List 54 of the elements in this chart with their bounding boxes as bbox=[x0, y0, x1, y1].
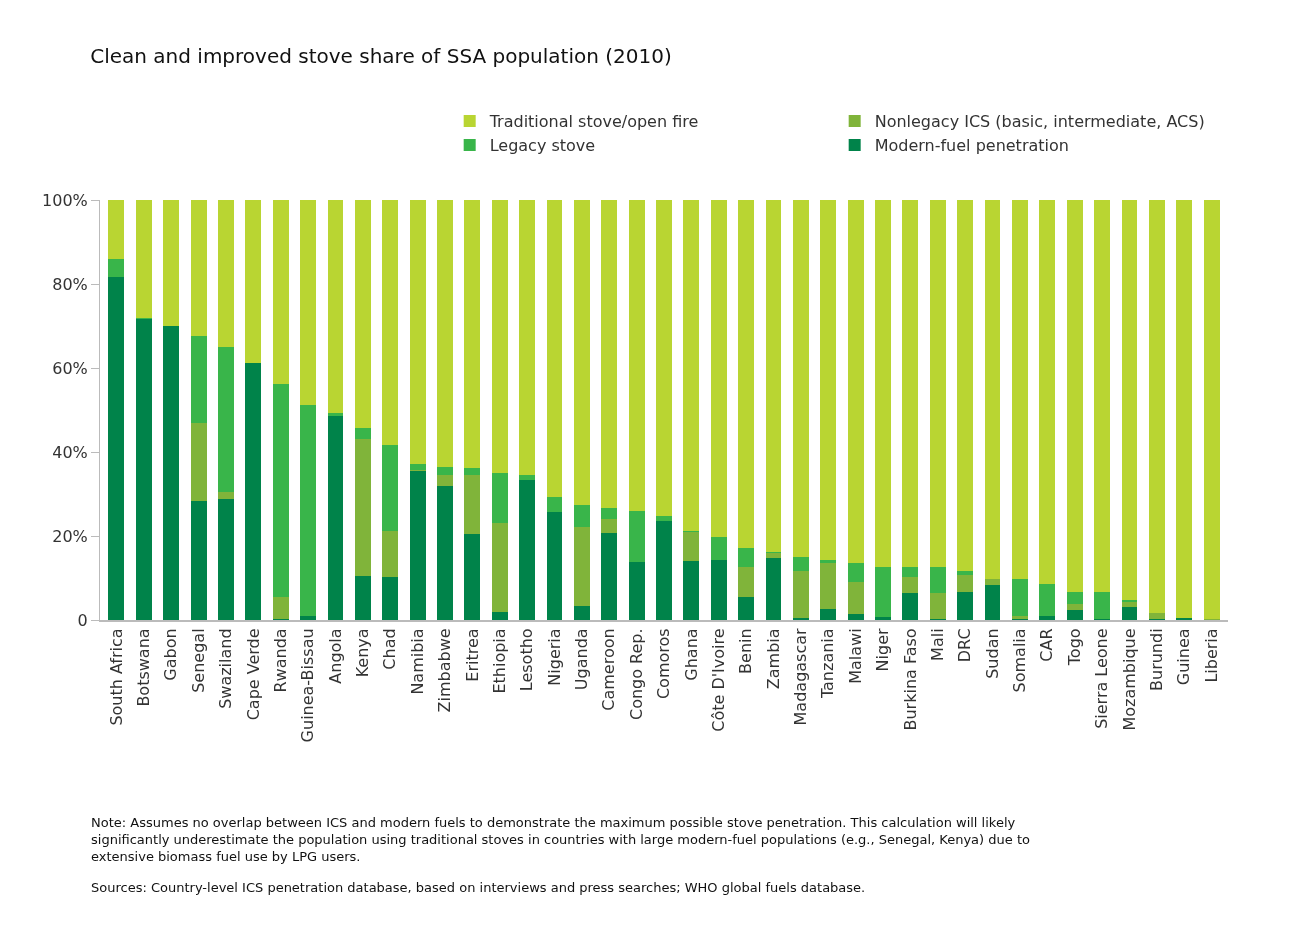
x-tick-label: Comoros bbox=[654, 628, 674, 700]
x-tick-label: Botswana bbox=[134, 628, 154, 707]
x-tick-label: Togo bbox=[1064, 628, 1084, 667]
x-tick-label: Côte D'Ivoire bbox=[708, 628, 728, 732]
x-tick-label: Kenya bbox=[353, 628, 373, 678]
x-tick-label: Congo Rep. bbox=[626, 628, 646, 721]
legend-label: Modern-fuel penetration bbox=[874, 136, 1069, 156]
x-tick-label: Cameroon bbox=[599, 628, 619, 711]
x-tick-label: Lesotho bbox=[517, 628, 537, 692]
y-tick-label: 100% bbox=[42, 190, 88, 210]
x-tick-label: Ethiopia bbox=[489, 628, 509, 694]
x-tick-label: Burkina Faso bbox=[900, 628, 920, 731]
x-tick-label: DRC bbox=[955, 628, 975, 663]
x-tick-label: Sierra Leone bbox=[1092, 628, 1112, 729]
x-tick-label: Sudan bbox=[982, 628, 1002, 679]
x-tick-label: Swaziland bbox=[216, 628, 236, 709]
x-tick-label: Zambia bbox=[763, 628, 783, 690]
x-tick-label: Tanzania bbox=[818, 628, 838, 700]
x-tick-label: Chad bbox=[380, 628, 400, 670]
y-tick-label: 40% bbox=[52, 442, 88, 462]
y-tick-label: 60% bbox=[52, 358, 88, 378]
x-tick-label: Liberia bbox=[1201, 628, 1221, 683]
x-tick-label: Burundi bbox=[1147, 628, 1167, 691]
chart-title: Clean and improved stove share of SSA population (2010) bbox=[90, 44, 672, 69]
y-tick-label: 80% bbox=[52, 274, 88, 294]
x-tick-label: Mozambique bbox=[1119, 628, 1139, 731]
x-tick-label: Mali bbox=[927, 628, 947, 661]
x-tick-label: Gabon bbox=[161, 628, 181, 681]
x-tick-label: Malawi bbox=[845, 628, 865, 684]
x-tick-label: Nigeria bbox=[544, 628, 564, 686]
x-tick-label: Niger bbox=[873, 627, 893, 672]
legend-label: Legacy stove bbox=[489, 136, 596, 156]
legend-label: Nonlegacy ICS (basic, intermediate, ACS) bbox=[874, 112, 1205, 132]
x-tick-label: Cape Verde bbox=[243, 628, 263, 721]
y-tick-label: 0 bbox=[77, 610, 88, 630]
x-tick-label: Madagascar bbox=[791, 627, 811, 726]
x-tick-label: Ghana bbox=[681, 628, 701, 681]
x-tick-label: Eritrea bbox=[462, 628, 482, 682]
x-tick-label: Somalia bbox=[1010, 628, 1030, 693]
x-tick-label: Benin bbox=[736, 628, 756, 674]
text: Note: Assumes no overlap between ICS and modern fuels to demonstrate the maximum possible stove penetration. This calculation will likely significantly underestimate the population using traditional stoves in countries with large modern-fuel populations (e.g., Senegal, Kenya) due to extensive biomass fuel use by LPG users. bbox=[91, 815, 1031, 864]
x-tick-label: Angola bbox=[325, 628, 345, 684]
x-tick-label: Rwanda bbox=[270, 628, 290, 693]
x-tick-label: Uganda bbox=[572, 628, 592, 691]
x-tick-label: South Africa bbox=[106, 628, 126, 726]
x-tick-label: CAR bbox=[1037, 628, 1057, 662]
x-tick-label: Namibia bbox=[407, 628, 427, 695]
x-tick-label: Guinea bbox=[1174, 628, 1194, 686]
legend-label: Traditional stove/open fire bbox=[488, 112, 699, 132]
x-tick-label: Guinea-Bissau bbox=[298, 628, 318, 743]
source-note: Sources: Country-level ICS penetration database, based on interviews and press searches; WHO global fuels database. bbox=[91, 880, 866, 895]
y-tick-label: 20% bbox=[52, 526, 88, 546]
x-tick-label: Senegal bbox=[188, 628, 208, 693]
x-tick-label: Zimbabwe bbox=[435, 628, 455, 713]
